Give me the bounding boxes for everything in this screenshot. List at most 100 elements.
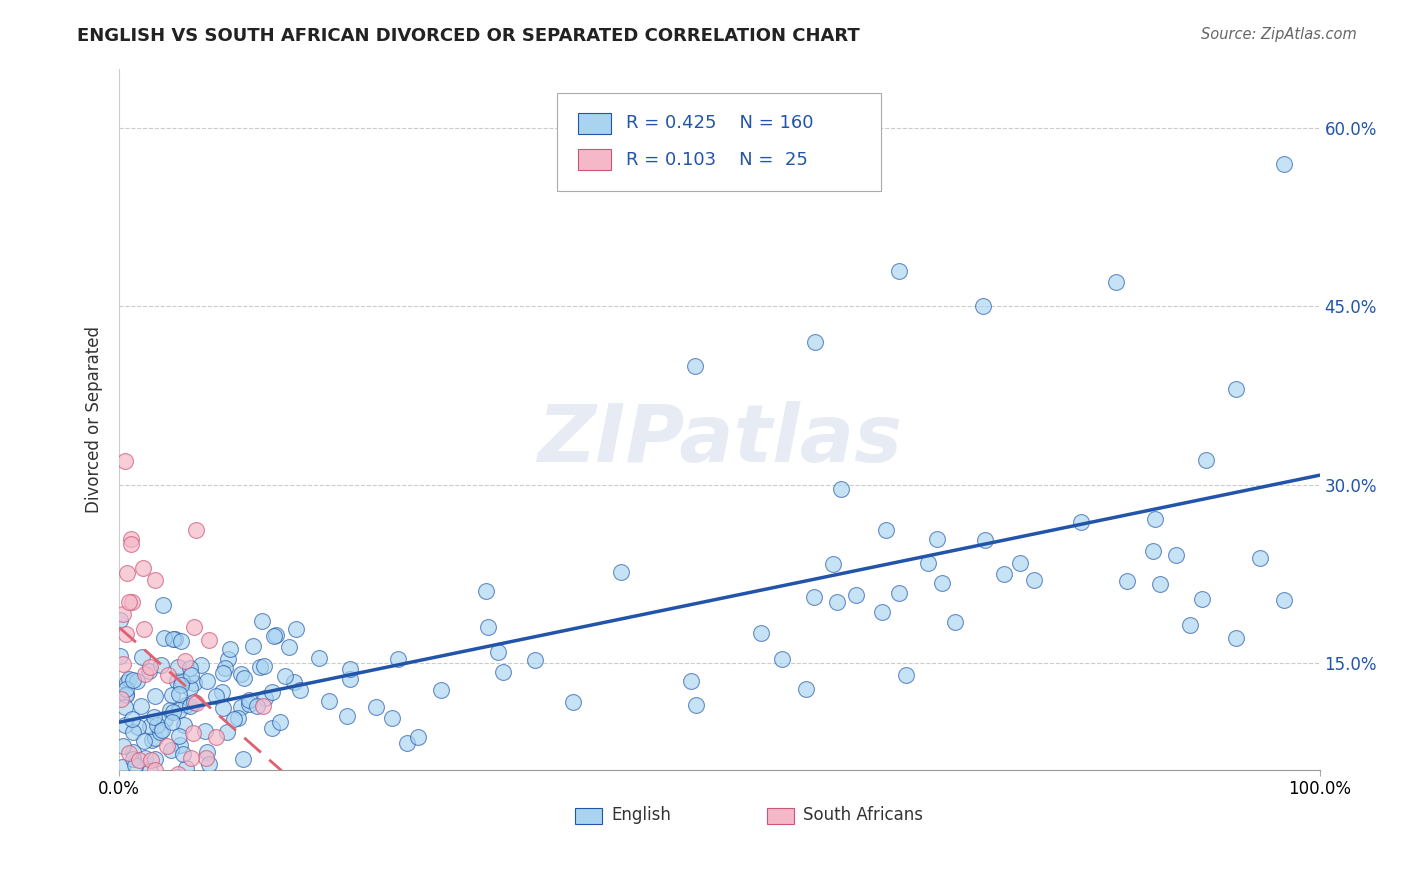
Point (110, 614, 132, 628)
Point (197, 674, 219, 689)
Point (233, 671, 256, 685)
Point (339, 662, 361, 676)
Point (211, 666, 233, 681)
Point (125, 674, 148, 689)
Point (1249, 551, 1271, 566)
Point (156, 774, 179, 789)
Point (474, 583, 496, 598)
Point (156, 739, 179, 753)
Point (181, 726, 204, 740)
Point (1178, 617, 1201, 632)
Point (1104, 276, 1126, 290)
Point (430, 683, 453, 698)
Point (226, 711, 249, 725)
Point (156, 668, 179, 682)
Point (1272, 592, 1295, 607)
Point (610, 565, 633, 579)
Point (120, 532, 142, 546)
Point (170, 674, 193, 689)
Point (132, 561, 155, 575)
Point (111, 607, 134, 622)
Point (285, 622, 308, 636)
Point (195, 745, 218, 759)
Point (205, 689, 228, 703)
Point (194, 751, 217, 765)
Point (1008, 557, 1031, 571)
Point (486, 645, 509, 659)
Point (396, 736, 419, 750)
Point (917, 556, 939, 570)
Point (169, 738, 191, 752)
Point (112, 739, 135, 753)
Point (118, 746, 141, 760)
Point (166, 767, 188, 781)
Point (894, 668, 917, 682)
Point (143, 690, 166, 704)
Point (134, 734, 156, 748)
Point (117, 672, 139, 686)
Point (222, 712, 245, 726)
Point (159, 814, 181, 829)
Point (387, 651, 409, 665)
Point (406, 731, 429, 745)
Point (169, 678, 191, 692)
Point (118, 595, 141, 609)
Point (1225, 632, 1247, 646)
Point (110, 648, 132, 663)
Point (179, 681, 201, 695)
Point (318, 694, 340, 708)
Point (184, 779, 207, 793)
Point (159, 743, 181, 757)
Point (477, 620, 499, 634)
Point (173, 717, 195, 731)
Point (377, 838, 399, 852)
Point (114, 454, 136, 468)
Point (162, 632, 184, 646)
Point (121, 752, 143, 766)
Point (264, 628, 287, 642)
Point (141, 733, 163, 747)
Point (242, 639, 264, 653)
Point (159, 702, 181, 716)
Point (943, 615, 966, 629)
Point (150, 723, 173, 738)
Point (139, 659, 162, 673)
Point (152, 632, 174, 646)
Point (134, 822, 156, 837)
Point (803, 590, 825, 604)
Point (166, 673, 188, 688)
Point (111, 657, 134, 671)
Point (1195, 453, 1218, 467)
Point (152, 598, 174, 612)
Point (249, 659, 271, 673)
Point (245, 698, 267, 713)
Point (821, 558, 844, 572)
Point (804, 334, 827, 349)
Point (163, 632, 186, 647)
Point (308, 651, 330, 665)
Point (150, 658, 173, 673)
Point (141, 753, 163, 767)
Point (166, 770, 188, 784)
Point (290, 683, 312, 698)
Point (211, 700, 233, 714)
Point (146, 718, 169, 732)
Y-axis label: Divorced or Separated: Divorced or Separated (86, 326, 103, 513)
Point (252, 615, 274, 629)
Point (183, 620, 205, 634)
Point (114, 688, 136, 702)
Point (167, 729, 190, 743)
Point (114, 718, 136, 732)
Point (252, 698, 274, 713)
Point (1191, 592, 1213, 607)
Point (972, 299, 994, 313)
Point (122, 673, 145, 688)
FancyBboxPatch shape (557, 93, 882, 191)
Bar (768, 808, 794, 824)
Point (889, 263, 911, 277)
Point (114, 699, 136, 714)
Point (1149, 577, 1171, 591)
Point (128, 753, 150, 767)
Point (269, 714, 291, 729)
Point (139, 719, 162, 733)
